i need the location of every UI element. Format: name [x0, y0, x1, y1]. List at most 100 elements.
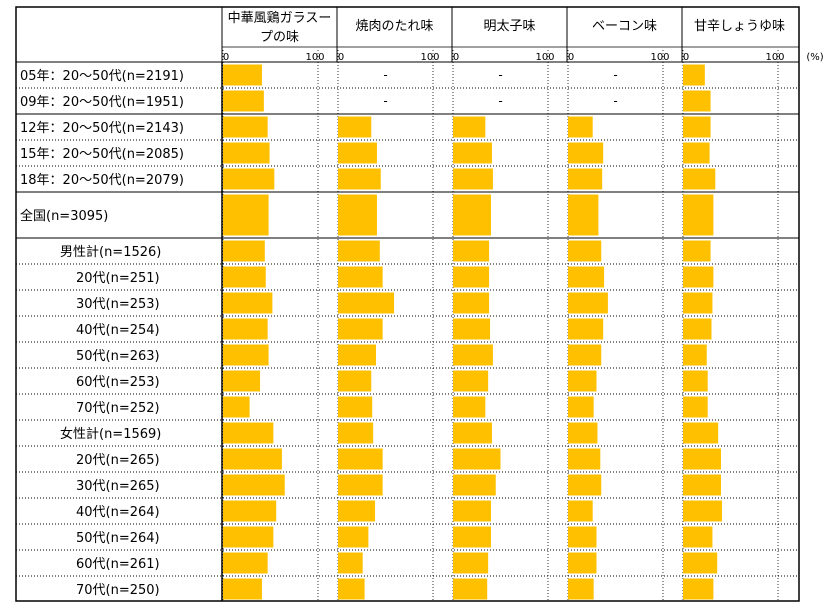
bar-2-4 [683, 116, 711, 138]
bar-19-3 [568, 578, 594, 600]
bar-19-0 [223, 578, 262, 600]
row-label-13: 女性計(n=1569) [60, 426, 161, 442]
tick-label-4-min: 0 [683, 52, 689, 63]
bar-12-0 [223, 396, 250, 418]
bar-13-3 [568, 422, 598, 444]
column-header-2: 明太子味 [483, 19, 535, 34]
bar-6-1 [338, 240, 380, 262]
bar-9-1 [338, 318, 383, 340]
bar-14-3 [568, 448, 601, 470]
bar-11-3 [568, 370, 597, 392]
row-label-6: 男性計(n=1526) [60, 244, 161, 260]
row-label-3: 15年：20～50代(n=2085) [20, 147, 184, 162]
bar-13-0 [223, 422, 274, 444]
missing-marker-1-1: - [383, 94, 387, 108]
column-header-0-line1: 中華風鶏ガラスー [228, 11, 332, 26]
bar-11-4 [683, 370, 708, 392]
bar-13-4 [683, 422, 719, 444]
bar-6-3 [568, 240, 602, 262]
bar-15-2 [453, 474, 496, 496]
bar-16-4 [683, 500, 722, 522]
bar-16-2 [453, 500, 491, 522]
bar-5-0 [223, 194, 269, 236]
bar-9-4 [683, 318, 712, 340]
bar-15-3 [568, 474, 602, 496]
row-label-11: 60代(n=253) [76, 375, 160, 390]
bar-1-0 [223, 90, 264, 112]
bar-3-2 [453, 142, 492, 164]
bar-16-0 [223, 500, 277, 522]
bar-19-4 [683, 578, 714, 600]
bar-3-4 [683, 142, 710, 164]
bar-17-0 [223, 526, 274, 548]
bar-12-4 [683, 396, 708, 418]
row-label-7: 20代(n=251) [76, 271, 160, 286]
tick-label-3-max: 100 [650, 52, 669, 63]
bar-12-2 [453, 396, 486, 418]
bar-8-4 [683, 292, 713, 314]
bar-7-3 [568, 266, 605, 288]
bar-6-2 [453, 240, 490, 262]
bar-10-1 [338, 344, 376, 366]
bar-4-3 [568, 168, 603, 190]
bar-8-1 [338, 292, 395, 314]
column-header-3: ベーコン味 [592, 19, 657, 34]
bar-17-2 [453, 526, 491, 548]
tick-label-0-max: 100 [305, 52, 324, 63]
row-label-14: 20代(n=265) [76, 453, 160, 468]
tick-label-1-min: 0 [338, 52, 344, 63]
column-header-1: 焼肉のたれ味 [355, 19, 433, 34]
bar-2-0 [223, 116, 268, 138]
row-label-0: 05年：20～50代(n=2191) [20, 69, 184, 84]
column-header-0-line2: プの味 [260, 30, 299, 45]
bar-18-3 [568, 552, 597, 574]
row-label-4: 18年：20～50代(n=2079) [20, 173, 184, 188]
bar-5-4 [683, 194, 714, 236]
bar-5-3 [568, 194, 599, 236]
missing-marker-0-2: - [498, 68, 502, 82]
bar-7-0 [223, 266, 266, 288]
bar-11-2 [453, 370, 489, 392]
bar-18-1 [338, 552, 363, 574]
bar-17-1 [338, 526, 369, 548]
bar-15-4 [683, 474, 721, 496]
bar-2-1 [338, 116, 372, 138]
row-label-5: 全国(n=3095) [20, 208, 108, 224]
bar-0-0 [223, 64, 262, 86]
tick-label-2-max: 100 [535, 52, 554, 63]
bar-7-1 [338, 266, 383, 288]
bar-16-3 [568, 500, 593, 522]
tick-label-1-max: 100 [420, 52, 439, 63]
row-label-19: 70代(n=250) [76, 583, 160, 598]
bar-4-4 [683, 168, 716, 190]
row-label-15: 30代(n=265) [76, 479, 160, 494]
row-label-10: 50代(n=263) [76, 349, 160, 364]
bar-5-1 [338, 194, 377, 236]
tick-label-4-max: 100 [765, 52, 784, 63]
bar-10-2 [453, 344, 493, 366]
bar-14-1 [338, 448, 383, 470]
bar-3-0 [223, 142, 270, 164]
bar-9-3 [568, 318, 604, 340]
bar-10-4 [683, 344, 707, 366]
missing-marker-1-2: - [498, 94, 502, 108]
tick-label-3-min: 0 [568, 52, 574, 63]
bar-6-0 [223, 240, 265, 262]
chart-frame [15, 6, 800, 602]
bar-9-2 [453, 318, 491, 340]
row-label-18: 60代(n=261) [76, 557, 160, 572]
tick-label-2-min: 0 [453, 52, 459, 63]
bar-8-2 [453, 292, 490, 314]
bar-9-0 [223, 318, 268, 340]
bar-10-0 [223, 344, 269, 366]
bar-1-4 [683, 90, 711, 112]
bar-19-2 [453, 578, 488, 600]
bar-5-2 [453, 194, 491, 236]
bar-8-3 [568, 292, 608, 314]
bar-3-1 [338, 142, 377, 164]
bar-12-3 [568, 396, 594, 418]
bar-18-4 [683, 552, 718, 574]
row-label-8: 30代(n=253) [76, 297, 160, 312]
row-label-17: 50代(n=264) [76, 531, 160, 546]
